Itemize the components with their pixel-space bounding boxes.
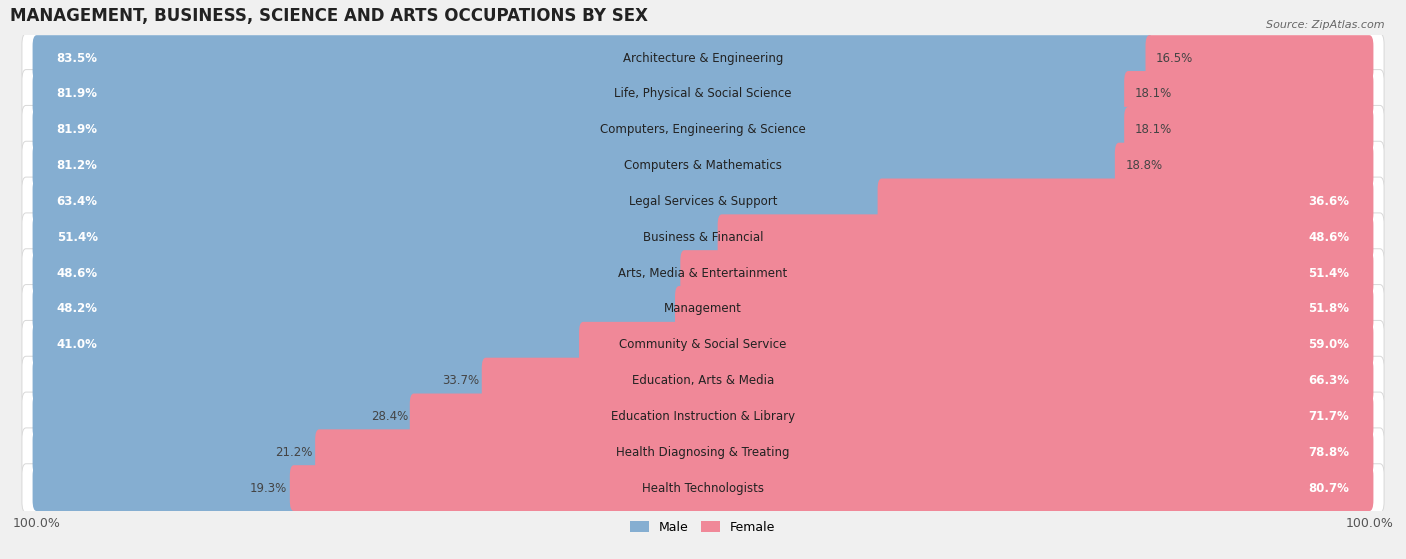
- Text: Community & Social Service: Community & Social Service: [619, 338, 787, 351]
- Text: 81.9%: 81.9%: [56, 87, 97, 101]
- FancyBboxPatch shape: [877, 178, 1374, 224]
- Text: MANAGEMENT, BUSINESS, SCIENCE AND ARTS OCCUPATIONS BY SEX: MANAGEMENT, BUSINESS, SCIENCE AND ARTS O…: [10, 7, 648, 25]
- FancyBboxPatch shape: [675, 286, 1374, 332]
- FancyBboxPatch shape: [1125, 71, 1374, 117]
- FancyBboxPatch shape: [681, 250, 1374, 296]
- FancyBboxPatch shape: [32, 358, 489, 404]
- FancyBboxPatch shape: [409, 394, 1374, 439]
- Text: Legal Services & Support: Legal Services & Support: [628, 195, 778, 208]
- FancyBboxPatch shape: [32, 250, 689, 296]
- FancyBboxPatch shape: [22, 285, 1384, 333]
- FancyBboxPatch shape: [22, 356, 1384, 405]
- Text: 19.3%: 19.3%: [250, 482, 287, 495]
- Text: Health Technologists: Health Technologists: [643, 482, 763, 495]
- Text: 18.1%: 18.1%: [1135, 124, 1173, 136]
- FancyBboxPatch shape: [482, 358, 1374, 404]
- Text: 66.3%: 66.3%: [1309, 374, 1350, 387]
- Text: Computers & Mathematics: Computers & Mathematics: [624, 159, 782, 172]
- FancyBboxPatch shape: [22, 249, 1384, 297]
- FancyBboxPatch shape: [22, 106, 1384, 154]
- Text: 81.2%: 81.2%: [56, 159, 97, 172]
- FancyBboxPatch shape: [32, 35, 1153, 81]
- Text: 51.4%: 51.4%: [1309, 267, 1350, 280]
- FancyBboxPatch shape: [32, 465, 298, 511]
- Text: 33.7%: 33.7%: [441, 374, 479, 387]
- FancyBboxPatch shape: [32, 143, 1123, 188]
- Text: 16.5%: 16.5%: [1156, 51, 1194, 65]
- Text: 36.6%: 36.6%: [1309, 195, 1350, 208]
- FancyBboxPatch shape: [1115, 143, 1374, 188]
- Text: 51.4%: 51.4%: [56, 231, 97, 244]
- Text: Architecture & Engineering: Architecture & Engineering: [623, 51, 783, 65]
- Text: 48.2%: 48.2%: [56, 302, 97, 315]
- FancyBboxPatch shape: [315, 429, 1374, 475]
- FancyBboxPatch shape: [32, 429, 323, 475]
- Text: 48.6%: 48.6%: [1309, 231, 1350, 244]
- FancyBboxPatch shape: [22, 141, 1384, 190]
- Text: Business & Financial: Business & Financial: [643, 231, 763, 244]
- Text: 28.4%: 28.4%: [371, 410, 409, 423]
- FancyBboxPatch shape: [22, 213, 1384, 262]
- FancyBboxPatch shape: [290, 465, 1374, 511]
- Text: Arts, Media & Entertainment: Arts, Media & Entertainment: [619, 267, 787, 280]
- FancyBboxPatch shape: [22, 320, 1384, 369]
- Text: 59.0%: 59.0%: [1309, 338, 1350, 351]
- FancyBboxPatch shape: [1146, 35, 1374, 81]
- FancyBboxPatch shape: [579, 322, 1374, 368]
- FancyBboxPatch shape: [22, 464, 1384, 513]
- FancyBboxPatch shape: [22, 392, 1384, 441]
- FancyBboxPatch shape: [717, 214, 1374, 260]
- Text: 51.8%: 51.8%: [1309, 302, 1350, 315]
- FancyBboxPatch shape: [32, 286, 683, 332]
- FancyBboxPatch shape: [32, 322, 588, 368]
- FancyBboxPatch shape: [22, 69, 1384, 119]
- Text: 18.8%: 18.8%: [1126, 159, 1163, 172]
- Text: Life, Physical & Social Science: Life, Physical & Social Science: [614, 87, 792, 101]
- Text: 78.8%: 78.8%: [1309, 446, 1350, 459]
- Text: Health Diagnosing & Treating: Health Diagnosing & Treating: [616, 446, 790, 459]
- Text: Education Instruction & Library: Education Instruction & Library: [612, 410, 794, 423]
- Text: 81.9%: 81.9%: [56, 124, 97, 136]
- Text: 63.4%: 63.4%: [56, 195, 97, 208]
- Text: 48.6%: 48.6%: [56, 267, 97, 280]
- Text: Education, Arts & Media: Education, Arts & Media: [631, 374, 775, 387]
- Text: 21.2%: 21.2%: [276, 446, 312, 459]
- FancyBboxPatch shape: [32, 107, 1132, 153]
- FancyBboxPatch shape: [32, 71, 1132, 117]
- FancyBboxPatch shape: [22, 428, 1384, 477]
- FancyBboxPatch shape: [32, 178, 886, 224]
- Text: Source: ZipAtlas.com: Source: ZipAtlas.com: [1267, 20, 1385, 30]
- FancyBboxPatch shape: [1125, 107, 1374, 153]
- Text: 71.7%: 71.7%: [1309, 410, 1350, 423]
- Text: Computers, Engineering & Science: Computers, Engineering & Science: [600, 124, 806, 136]
- FancyBboxPatch shape: [32, 394, 419, 439]
- Text: 18.1%: 18.1%: [1135, 87, 1173, 101]
- FancyBboxPatch shape: [22, 177, 1384, 226]
- Text: 83.5%: 83.5%: [56, 51, 97, 65]
- Text: 80.7%: 80.7%: [1309, 482, 1350, 495]
- Text: 41.0%: 41.0%: [56, 338, 97, 351]
- Legend: Male, Female: Male, Female: [626, 515, 780, 538]
- Text: Management: Management: [664, 302, 742, 315]
- FancyBboxPatch shape: [32, 214, 725, 260]
- FancyBboxPatch shape: [22, 34, 1384, 83]
